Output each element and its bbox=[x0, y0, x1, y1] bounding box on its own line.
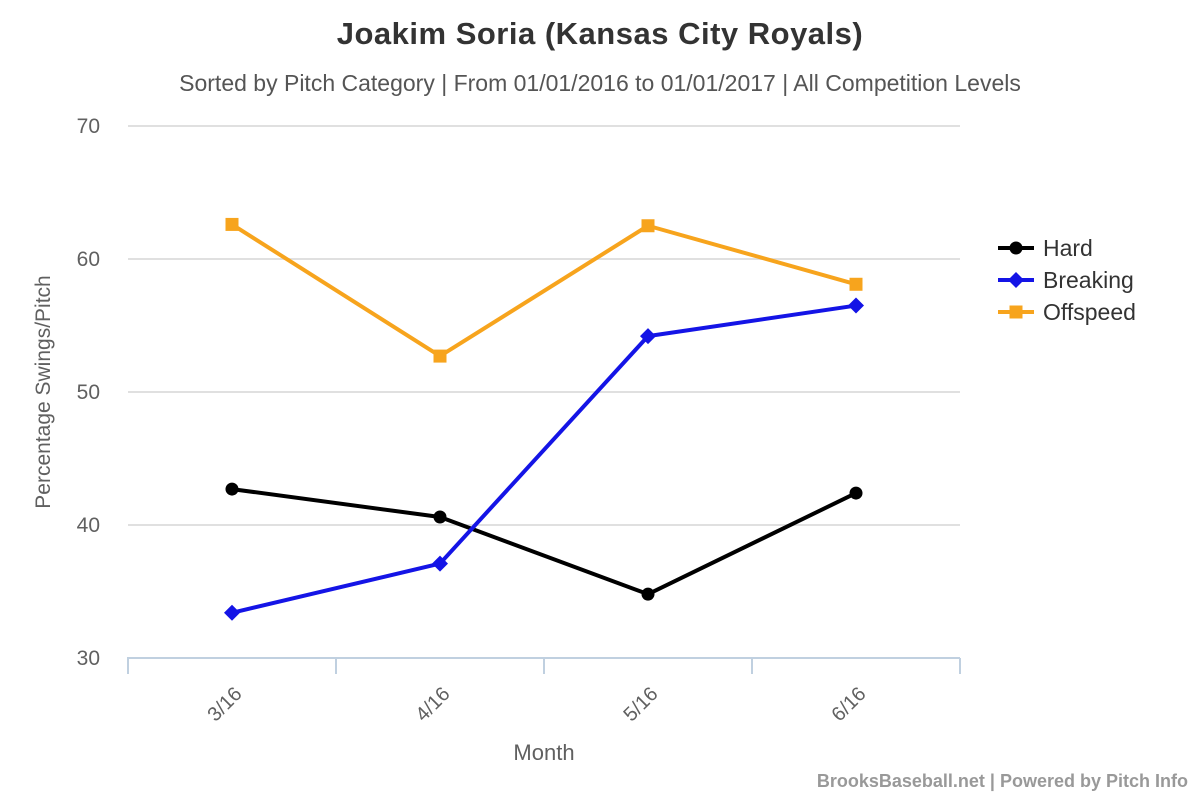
y-tick-label-70: 70 bbox=[77, 115, 100, 138]
chart-title: Joakim Soria (Kansas City Royals) bbox=[336, 16, 864, 51]
data-point-hard-1[interactable] bbox=[433, 510, 447, 524]
breaking-series-marker-icon bbox=[998, 272, 1034, 288]
x-tick-label-3-16: 3/16 bbox=[203, 683, 246, 726]
chart-subtitle: Sorted by Pitch Category | From 01/01/20… bbox=[179, 70, 1021, 96]
x-axis-title: Month bbox=[513, 740, 575, 765]
data-point-hard-0[interactable] bbox=[225, 482, 239, 496]
legend-label-breaking: Breaking bbox=[1043, 266, 1134, 293]
series-line-offspeed bbox=[230, 222, 858, 359]
data-point-breaking-3[interactable] bbox=[848, 297, 864, 314]
legend-item-offspeed[interactable]: Offspeed bbox=[998, 296, 1136, 328]
data-point-breaking-1[interactable] bbox=[432, 555, 448, 572]
x-tick-label-4-16: 4/16 bbox=[411, 683, 454, 726]
y-tick-label-50: 50 bbox=[77, 381, 100, 404]
data-point-hard-2[interactable] bbox=[641, 587, 655, 601]
legend: Hard Breaking Offspeed bbox=[998, 232, 1136, 328]
data-point-breaking-2[interactable] bbox=[640, 328, 656, 345]
y-tick-label-60: 60 bbox=[77, 248, 100, 271]
x-tick-label-6-16: 6/16 bbox=[827, 683, 870, 726]
y-tick-label-30: 30 bbox=[77, 647, 100, 670]
series-line-breaking bbox=[230, 303, 858, 615]
offspeed-series-marker-icon bbox=[998, 305, 1034, 319]
data-point-hard-3[interactable] bbox=[849, 486, 863, 500]
hard-series-marker-icon bbox=[998, 241, 1034, 255]
data-point-offspeed-2[interactable] bbox=[641, 219, 655, 233]
data-point-offspeed-0[interactable] bbox=[225, 217, 239, 231]
y-tick-label-40: 40 bbox=[77, 514, 100, 537]
series-line-hard bbox=[230, 487, 858, 597]
data-point-offspeed-3[interactable] bbox=[849, 277, 863, 291]
footer-credit: BrooksBaseball.net | Powered by Pitch In… bbox=[816, 771, 1188, 791]
legend-label-hard: Hard bbox=[1043, 234, 1093, 261]
x-tick-label-5-16: 5/16 bbox=[619, 683, 662, 726]
data-point-breaking-0[interactable] bbox=[224, 604, 240, 621]
legend-item-breaking[interactable]: Breaking bbox=[998, 264, 1136, 296]
data-point-offspeed-1[interactable] bbox=[433, 349, 447, 363]
legend-item-hard[interactable]: Hard bbox=[998, 232, 1136, 264]
legend-label-offspeed: Offspeed bbox=[1043, 298, 1136, 325]
